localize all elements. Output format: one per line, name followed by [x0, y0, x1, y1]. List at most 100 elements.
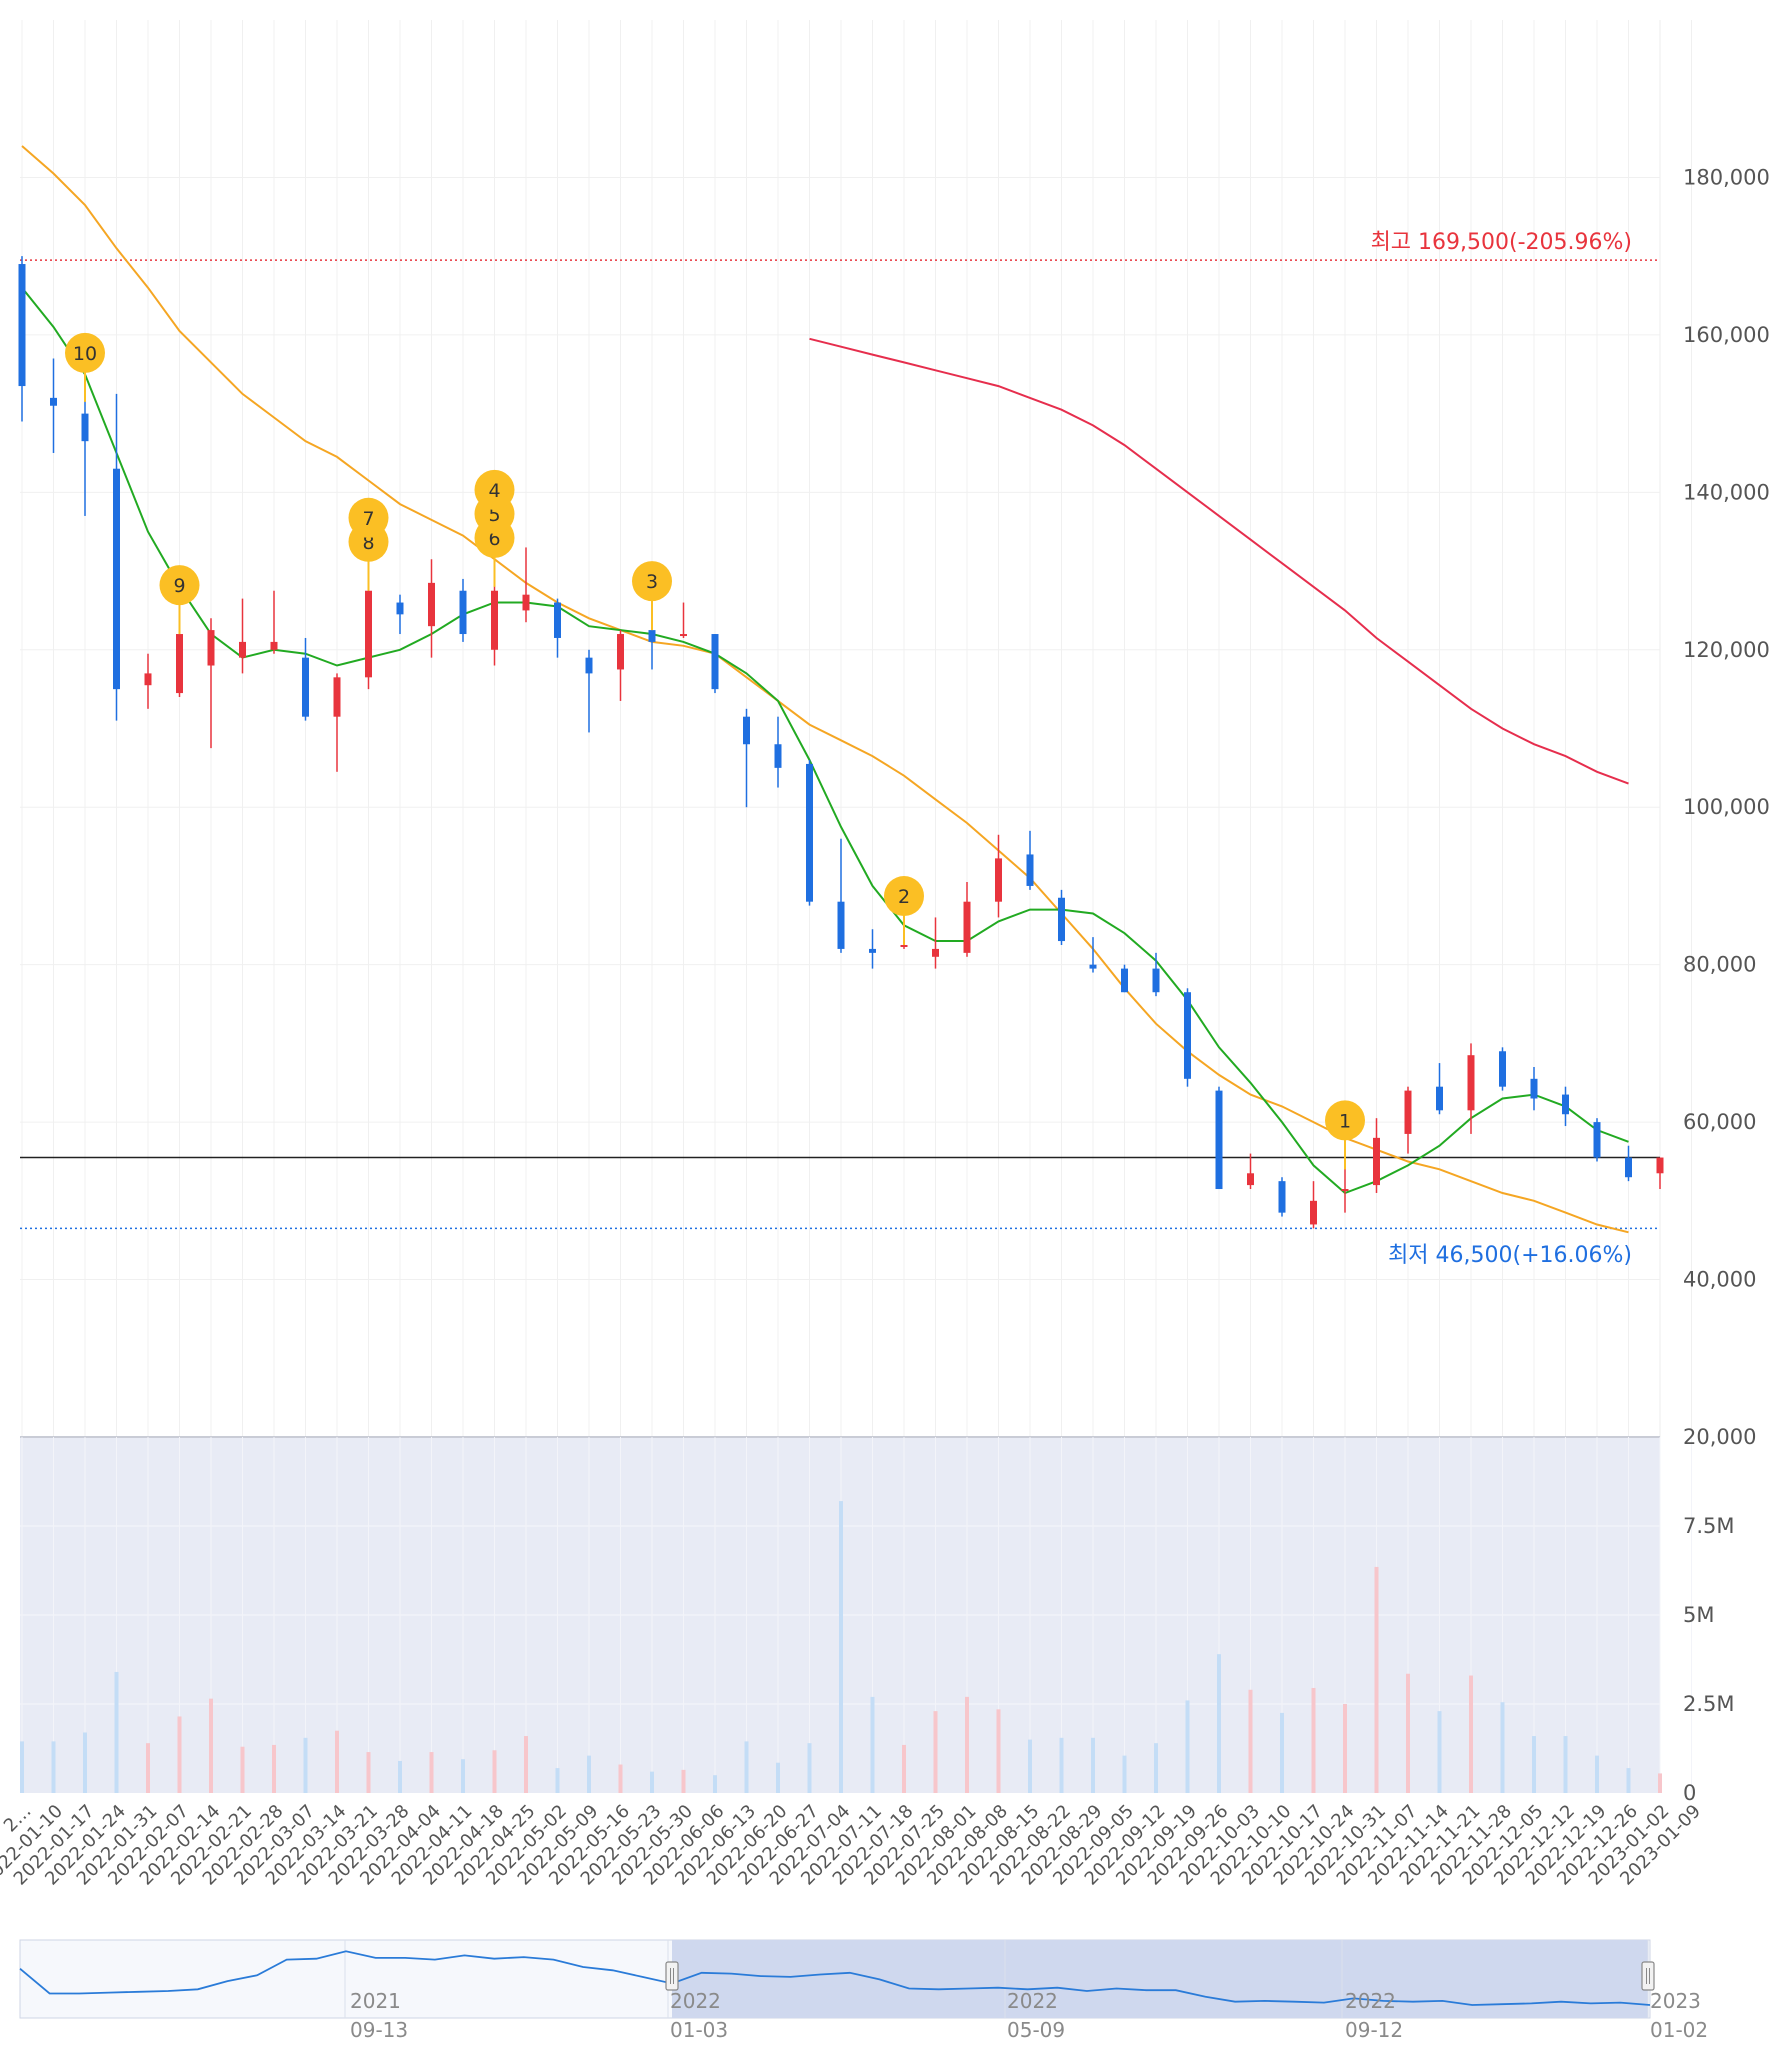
candle-body — [1058, 897, 1065, 942]
candle[interactable] — [1184, 988, 1191, 1087]
candle[interactable] — [365, 586, 372, 690]
candle[interactable] — [1373, 1118, 1380, 1193]
price-tick-label: 80,000 — [1683, 953, 1756, 977]
volume-bar — [146, 1743, 150, 1793]
candle[interactable] — [837, 838, 845, 953]
volume-tick-label: 7.5M — [1683, 1514, 1735, 1538]
volume-bar — [398, 1760, 402, 1793]
event-marker[interactable]: 3 — [632, 561, 672, 631]
volume-bar — [618, 1764, 623, 1793]
candle[interactable] — [869, 929, 876, 969]
volume-bar — [839, 1501, 843, 1793]
volume-bar — [1374, 1566, 1379, 1793]
range-navigator[interactable]: 2021 2022 2022 2022 2023 09-13 01-03 05-09 09-12… — [19, 1939, 1708, 2042]
candle[interactable] — [239, 598, 246, 674]
volume-bar — [524, 1736, 528, 1793]
candle-body — [1656, 1157, 1664, 1174]
event-marker[interactable]: 4 — [474, 469, 515, 510]
candle[interactable] — [1278, 1177, 1286, 1217]
candle[interactable] — [144, 653, 152, 709]
navigator-year-label: 2022 — [1345, 1989, 1396, 2013]
candle[interactable] — [743, 708, 750, 808]
candle-body — [680, 634, 687, 637]
event-marker[interactable]: 9 — [159, 565, 200, 635]
candle[interactable] — [1593, 1118, 1601, 1162]
candle[interactable] — [711, 634, 719, 694]
candle[interactable] — [302, 637, 309, 721]
candle[interactable] — [1215, 1086, 1223, 1190]
candle-body — [711, 634, 719, 690]
volume-tick-label: 2.5M — [1683, 1692, 1735, 1716]
candle[interactable] — [554, 598, 561, 658]
volume-bar — [587, 1755, 591, 1793]
candle[interactable] — [1625, 1145, 1632, 1182]
candle-body — [1593, 1122, 1601, 1158]
navigator-handle[interactable] — [665, 1961, 679, 1991]
candle[interactable] — [50, 358, 57, 453]
event-marker[interactable]: 1 — [1325, 1100, 1365, 1170]
marker-circle — [1325, 1100, 1365, 1141]
navigator-handle[interactable] — [1641, 1961, 1655, 1991]
candle[interactable] — [176, 630, 183, 698]
candle[interactable] — [396, 594, 404, 635]
volume-bar — [713, 1775, 717, 1793]
candle[interactable] — [1152, 952, 1160, 997]
candle[interactable] — [617, 630, 624, 701]
candle[interactable] — [1562, 1086, 1569, 1127]
volume-bar — [902, 1744, 906, 1793]
candlesticks[interactable] — [18, 256, 1664, 1229]
candle[interactable] — [1467, 1043, 1475, 1134]
candle[interactable] — [1404, 1086, 1412, 1154]
candle[interactable] — [680, 602, 687, 638]
candle[interactable] — [1436, 1063, 1443, 1115]
volume-bar — [429, 1752, 434, 1793]
event-marker[interactable]: 7 — [348, 497, 389, 538]
volume-axis: 7.5M 5M 2.5M 0 — [1683, 1514, 1735, 1805]
marker-label: 7 — [362, 508, 374, 530]
candle-body — [869, 948, 876, 953]
candle[interactable] — [1656, 1157, 1664, 1190]
candle[interactable] — [932, 917, 939, 969]
candle[interactable] — [648, 626, 656, 670]
candle-body — [554, 602, 561, 638]
volume-bar — [1437, 1711, 1442, 1793]
candle[interactable] — [1341, 1165, 1349, 1213]
candle[interactable] — [81, 397, 89, 516]
volume-bars — [20, 1501, 1662, 1793]
candle[interactable] — [1247, 1153, 1254, 1190]
candle[interactable] — [428, 559, 435, 658]
volume-bar — [83, 1732, 87, 1793]
candle[interactable] — [207, 618, 215, 749]
candle[interactable] — [1121, 964, 1128, 993]
event-marker[interactable]: 10 — [65, 332, 105, 402]
volume-tick-label: 5M — [1683, 1603, 1714, 1627]
candle[interactable] — [995, 834, 1002, 918]
candle[interactable] — [1499, 1047, 1506, 1091]
volume-tick-label: 0 — [1683, 1781, 1696, 1805]
candle[interactable] — [1089, 937, 1097, 973]
candle[interactable] — [113, 393, 120, 721]
candle[interactable] — [1530, 1067, 1538, 1111]
candle[interactable] — [522, 547, 530, 623]
candle[interactable] — [1026, 830, 1034, 890]
candle[interactable] — [459, 578, 467, 642]
candle-body — [522, 594, 530, 611]
candle-body — [18, 264, 26, 387]
candle[interactable] — [963, 882, 971, 957]
candle[interactable] — [333, 673, 341, 772]
navigator-date-label: 01-02 — [1650, 2018, 1708, 2042]
candle[interactable] — [1310, 1181, 1317, 1229]
event-marker[interactable]: 2 — [884, 876, 924, 946]
candle[interactable] — [774, 716, 782, 788]
volume-bar — [681, 1769, 686, 1793]
candle[interactable] — [585, 649, 593, 733]
candle[interactable] — [491, 582, 498, 666]
navigator-date-label: 05-09 — [1007, 2018, 1065, 2042]
candle[interactable] — [806, 759, 813, 906]
volume-bar — [177, 1716, 182, 1793]
candle[interactable] — [270, 590, 278, 654]
candle[interactable] — [1058, 889, 1065, 945]
candle-body — [617, 634, 624, 670]
candle[interactable] — [18, 256, 26, 422]
